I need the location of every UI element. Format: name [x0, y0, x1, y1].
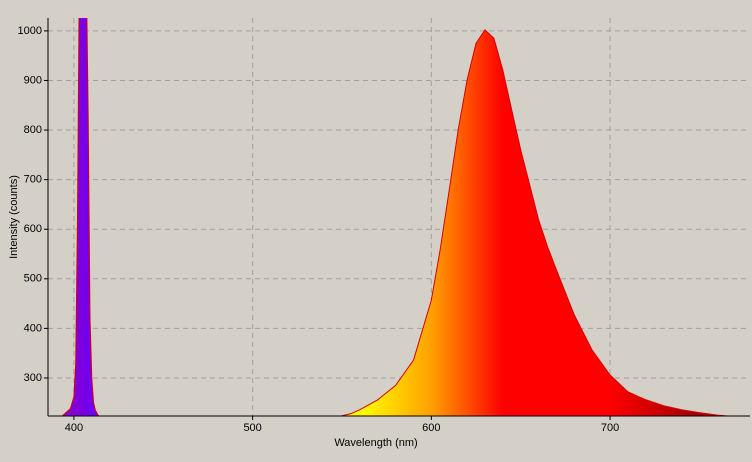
x-tick-label: 400 — [65, 422, 83, 434]
y-tick-label: 500 — [24, 273, 42, 285]
y-tick-label: 1000 — [18, 25, 42, 37]
y-axis-label: Intensity (counts) — [8, 175, 20, 259]
y-tick-label: 300 — [24, 372, 42, 384]
plot-area — [60, 18, 736, 416]
y-tick-label: 800 — [24, 124, 42, 136]
x-tick-label: 500 — [243, 422, 261, 434]
y-tick-label: 400 — [24, 322, 42, 334]
y-tick-label: 900 — [24, 74, 42, 86]
x-tick-label: 700 — [601, 422, 619, 434]
y-tick-label: 600 — [24, 223, 42, 235]
y-tick-label: 700 — [24, 174, 42, 186]
spectrum-area — [337, 29, 736, 416]
spectrum-area — [60, 18, 100, 416]
x-axis-label: Wavelength (nm) — [334, 437, 417, 449]
x-tick-label: 600 — [422, 422, 440, 434]
